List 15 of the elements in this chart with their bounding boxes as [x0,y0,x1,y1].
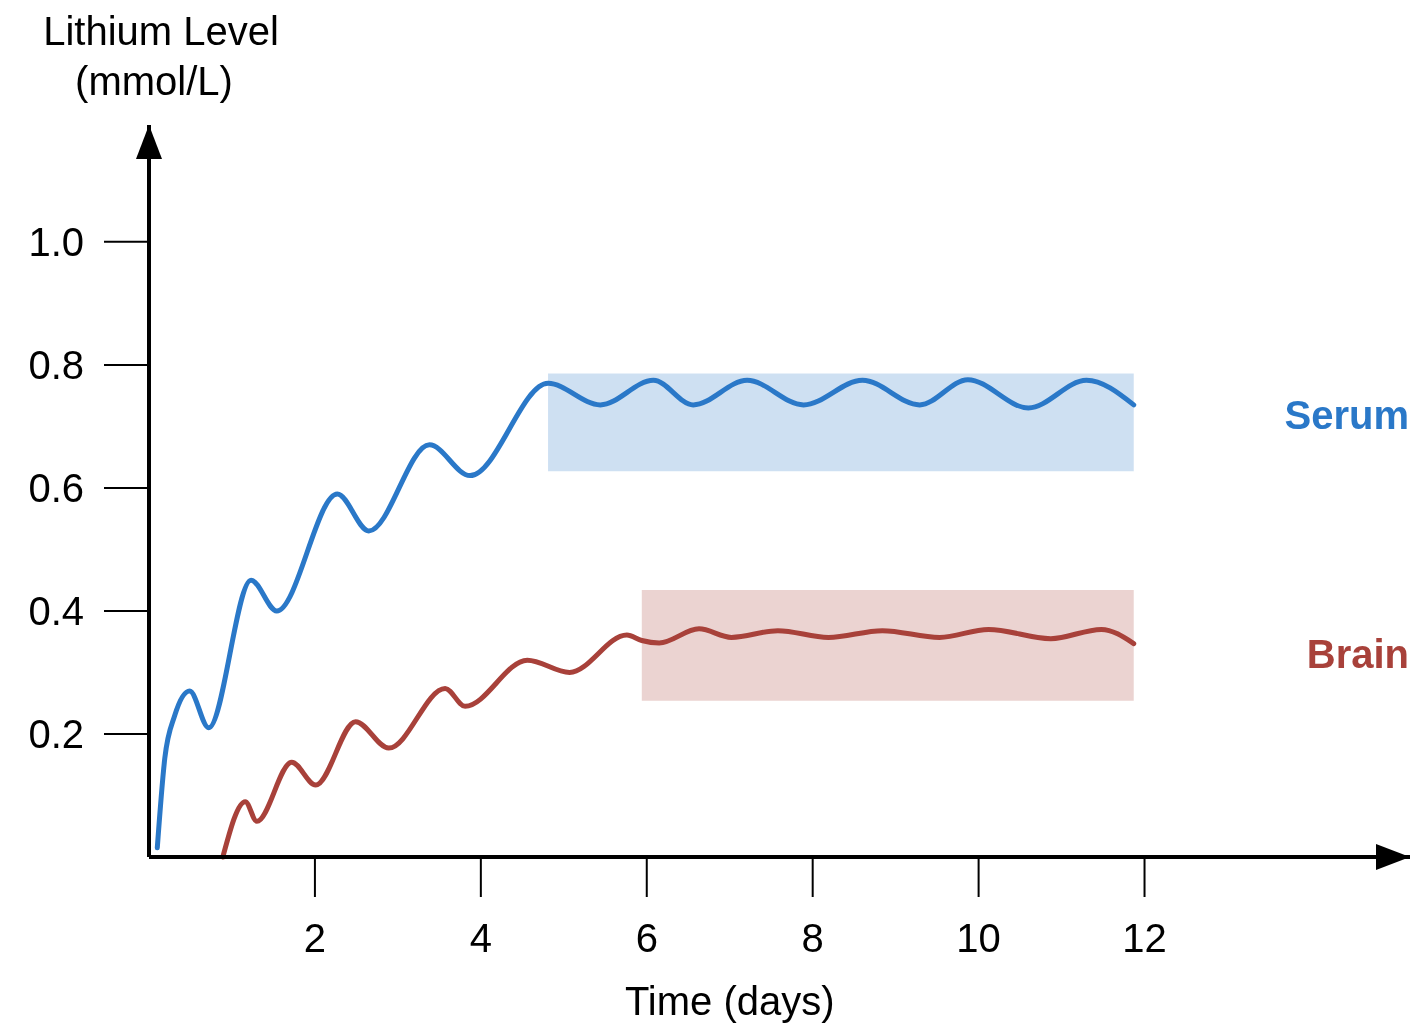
y-tick-label: 1.0 [28,219,84,264]
x-tick-label: 4 [469,916,492,960]
x-tick-label: 6 [635,916,658,960]
y-tick-label: 0.4 [28,588,84,633]
text: Serum [1284,392,1409,437]
x-axis-title: Time (days) [624,979,835,1023]
x-tick-label: 8 [801,916,824,960]
text: Brain [1306,631,1409,676]
x-tick-label: 2 [303,916,327,960]
y-tick-label: 0.6 [28,465,84,510]
y-tick-label: 0.8 [28,342,84,387]
x-tick-label: 10 [956,916,1001,960]
y-axis-title: Lithium Level (mmol/L) [43,9,279,103]
y-tick-label: 0.2 [28,711,84,756]
x-tick-label: 12 [1122,916,1167,960]
